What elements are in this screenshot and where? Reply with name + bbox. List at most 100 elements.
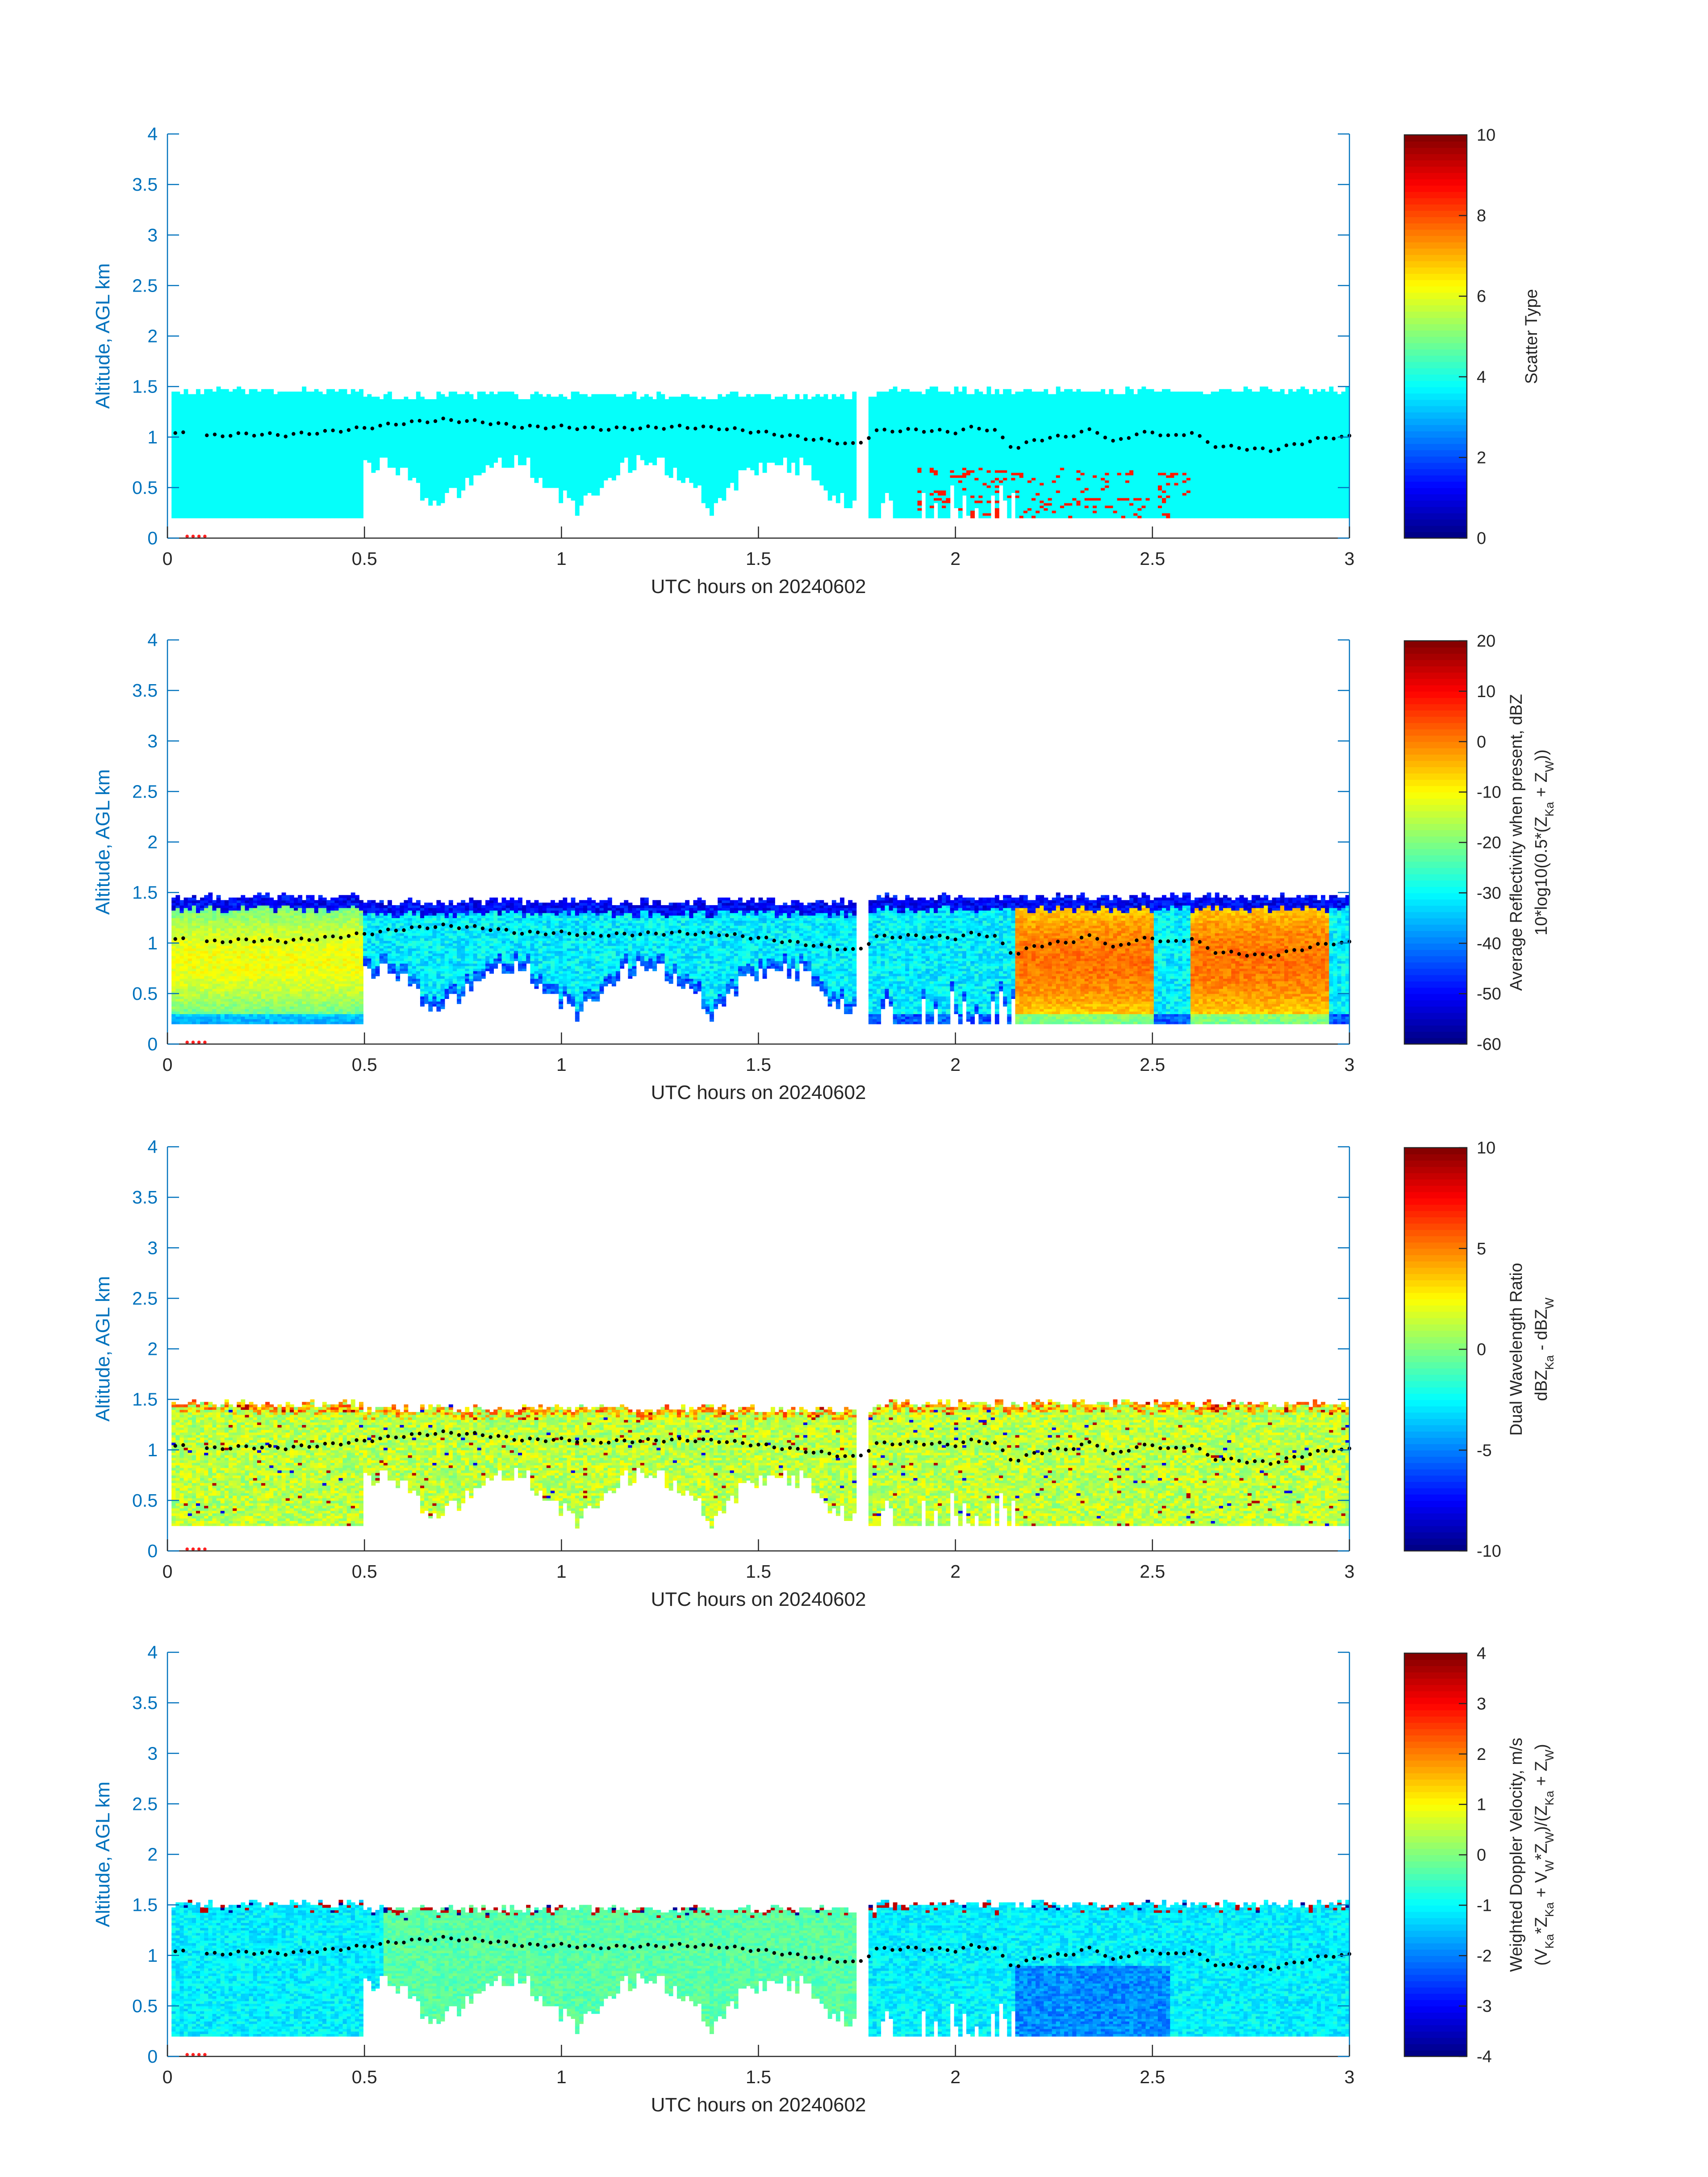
heatmap-cell xyxy=(204,425,209,428)
heatmap-cell xyxy=(294,452,298,455)
heatmap-cell xyxy=(241,508,245,511)
heatmap-cell xyxy=(282,404,286,407)
heatmap-cell xyxy=(184,397,188,400)
heatmap-cell xyxy=(290,425,294,428)
heatmap-cell xyxy=(286,493,290,496)
heatmap-cell xyxy=(290,412,294,415)
heatmap-cell xyxy=(212,412,217,415)
heatmap-cell xyxy=(208,498,213,501)
heatmap-cell xyxy=(184,412,188,415)
heatmap-cell xyxy=(306,445,310,448)
heatmap-cell xyxy=(217,493,221,496)
heatmap-cell xyxy=(273,470,278,473)
heatmap-cell xyxy=(245,490,249,493)
heatmap-cell xyxy=(196,427,200,430)
heatmap-cell xyxy=(302,450,306,453)
heatmap-cell xyxy=(298,508,302,511)
heatmap-cell xyxy=(196,445,200,448)
heatmap-cell xyxy=(200,404,205,407)
heatmap-cell xyxy=(286,412,290,415)
heatmap-cell xyxy=(290,477,294,481)
heatmap-cell xyxy=(298,470,302,473)
heatmap-cell xyxy=(253,427,258,430)
heatmap-cell xyxy=(286,468,290,471)
heatmap-cell xyxy=(188,402,192,405)
heatmap-cell xyxy=(192,510,196,514)
heatmap-cell xyxy=(204,477,209,481)
heatmap-cell xyxy=(241,462,245,465)
heatmap-cell xyxy=(208,407,213,410)
heatmap-cell xyxy=(306,394,310,397)
heatmap-cell xyxy=(208,513,213,516)
heatmap-cell xyxy=(298,485,302,488)
heatmap-cell xyxy=(286,457,290,460)
heatmap-cell xyxy=(233,500,237,503)
heatmap-cell xyxy=(221,445,225,448)
heatmap-cell xyxy=(290,447,294,450)
heatmap-cell xyxy=(241,430,245,433)
heatmap-cell xyxy=(269,493,274,496)
heatmap-cell xyxy=(208,399,213,402)
heatmap-cell xyxy=(180,442,184,445)
heatmap-cell xyxy=(298,392,302,395)
heatmap-cell xyxy=(261,510,266,514)
heatmap-cell xyxy=(269,500,274,503)
heatmap-cell xyxy=(253,475,258,478)
heatmap-cell xyxy=(171,417,176,420)
heatmap-cell xyxy=(192,404,196,407)
heatmap-cell xyxy=(204,394,209,397)
heatmap-cell xyxy=(217,412,221,415)
heatmap-cell xyxy=(212,475,217,478)
heatmap-cell xyxy=(241,399,245,402)
heatmap-cell xyxy=(253,455,258,458)
heatmap-cell xyxy=(175,392,180,395)
heatmap-cell xyxy=(290,409,294,413)
heatmap-cell xyxy=(221,485,225,488)
heatmap-cell xyxy=(175,419,180,422)
heatmap-cell xyxy=(204,455,209,458)
heatmap-cell xyxy=(217,387,221,390)
heatmap-cell xyxy=(269,495,274,498)
heatmap-cell xyxy=(241,435,245,438)
heatmap-cell xyxy=(212,392,217,395)
heatmap-cell xyxy=(212,414,217,418)
heatmap-cell xyxy=(253,510,258,514)
heatmap-cell xyxy=(249,477,254,481)
heatmap-cell xyxy=(302,427,306,430)
heatmap-cell xyxy=(302,452,306,455)
heatmap-cell xyxy=(208,472,213,476)
heatmap-cell xyxy=(184,477,188,481)
heatmap-cell xyxy=(261,450,266,453)
heatmap-cell xyxy=(217,430,221,433)
heatmap-cell xyxy=(184,508,188,511)
heatmap-cell xyxy=(245,500,249,503)
heatmap-cell xyxy=(175,503,180,506)
heatmap-cell xyxy=(241,500,245,503)
heatmap-cell xyxy=(212,397,217,400)
heatmap-cell xyxy=(208,493,213,496)
heatmap-cell xyxy=(237,515,241,518)
heatmap-cell xyxy=(310,500,315,503)
heatmap-cell xyxy=(294,515,298,518)
heatmap-cell xyxy=(294,402,298,405)
heatmap-cell xyxy=(221,404,225,407)
heatmap-cell xyxy=(298,417,302,420)
heatmap-cell xyxy=(294,427,298,430)
heatmap-cell xyxy=(204,465,209,468)
heatmap-cell xyxy=(245,470,249,473)
heatmap-cell xyxy=(257,419,262,422)
heatmap-cell xyxy=(245,417,249,420)
heatmap-cell xyxy=(306,412,310,415)
heatmap-cell xyxy=(204,498,209,501)
heatmap-cell xyxy=(294,442,298,445)
heatmap-cell xyxy=(269,397,274,400)
heatmap-cell xyxy=(286,470,290,473)
heatmap-cell xyxy=(237,452,241,455)
heatmap-cell xyxy=(273,465,278,468)
heatmap-cell xyxy=(294,399,298,402)
heatmap-cell xyxy=(204,389,209,392)
heatmap-cell xyxy=(277,430,282,433)
heatmap-cell xyxy=(171,477,176,481)
heatmap-cell xyxy=(233,462,237,465)
heatmap-cell xyxy=(217,468,221,471)
